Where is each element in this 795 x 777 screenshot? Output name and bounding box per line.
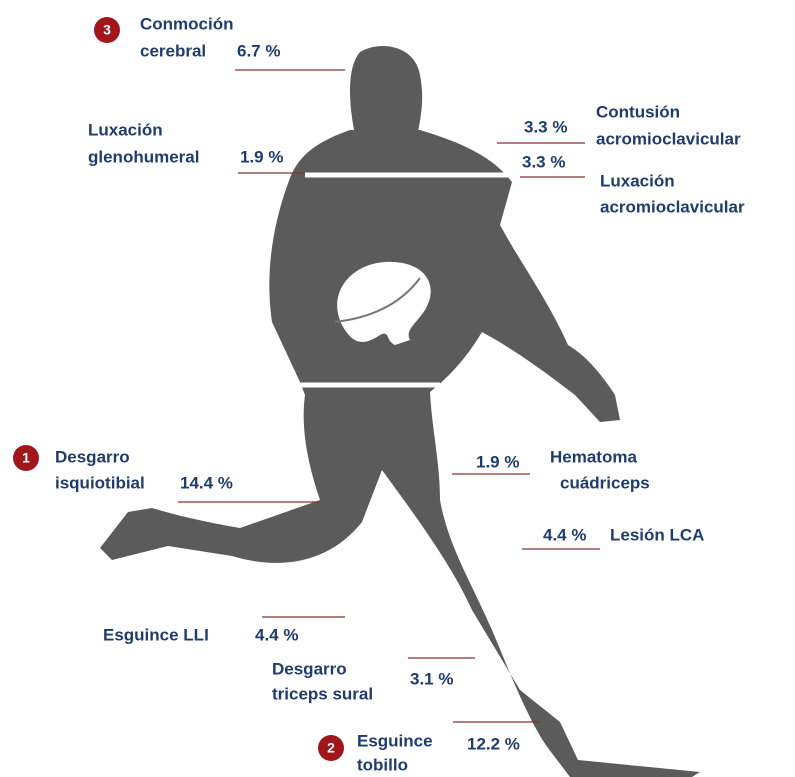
cut-lines xyxy=(300,172,592,388)
injury-name: isquiotibial xyxy=(55,473,145,492)
ball xyxy=(337,261,431,345)
injury-name: Desgarro xyxy=(55,447,130,466)
rank-badge: 2 xyxy=(327,740,335,756)
injury-percent: 4.4 % xyxy=(543,525,586,544)
rank-badge: 3 xyxy=(103,22,111,38)
injury-percent: 3.3 % xyxy=(524,117,567,136)
injury-percent: 14.4 % xyxy=(180,473,233,492)
player-silhouette xyxy=(100,45,700,777)
injury-percent: 3.1 % xyxy=(410,669,453,688)
injury-name: cuádriceps xyxy=(560,473,650,492)
injury-name: Lesión LCA xyxy=(610,525,704,544)
injury-name: Esguince LLI xyxy=(103,625,209,644)
labels: Conmoción cerebral 6.7 % Luxación glenoh… xyxy=(55,14,745,774)
injury-name: Luxación xyxy=(88,120,163,139)
injury-percent: 1.9 % xyxy=(240,147,283,166)
injury-name: acromioclavicular xyxy=(600,197,745,216)
leader-lines xyxy=(178,69,600,723)
injury-percent: 4.4 % xyxy=(255,625,298,644)
badges: 3 1 2 xyxy=(13,17,344,761)
injury-name: glenohumeral xyxy=(88,147,199,166)
injury-percent: 6.7 % xyxy=(237,41,280,60)
injury-name: acromioclavicular xyxy=(596,129,741,148)
injury-name: Luxación xyxy=(600,171,675,190)
ball-seam xyxy=(334,277,421,323)
injury-name: Hematoma xyxy=(550,447,637,466)
injury-name: cerebral xyxy=(140,41,206,60)
injury-name: tobillo xyxy=(357,755,408,774)
injury-percent: 3.3 % xyxy=(522,152,565,171)
injury-name: Contusión xyxy=(596,102,680,121)
rank-badge: 1 xyxy=(22,450,30,466)
injury-name: Desgarro xyxy=(272,659,347,678)
injury-name: Conmoción xyxy=(140,14,234,33)
injury-name: triceps sural xyxy=(272,684,373,703)
injury-percent: 1.9 % xyxy=(476,452,519,471)
injury-percent: 12.2 % xyxy=(467,734,520,753)
injury-name: Esguince xyxy=(357,731,433,750)
